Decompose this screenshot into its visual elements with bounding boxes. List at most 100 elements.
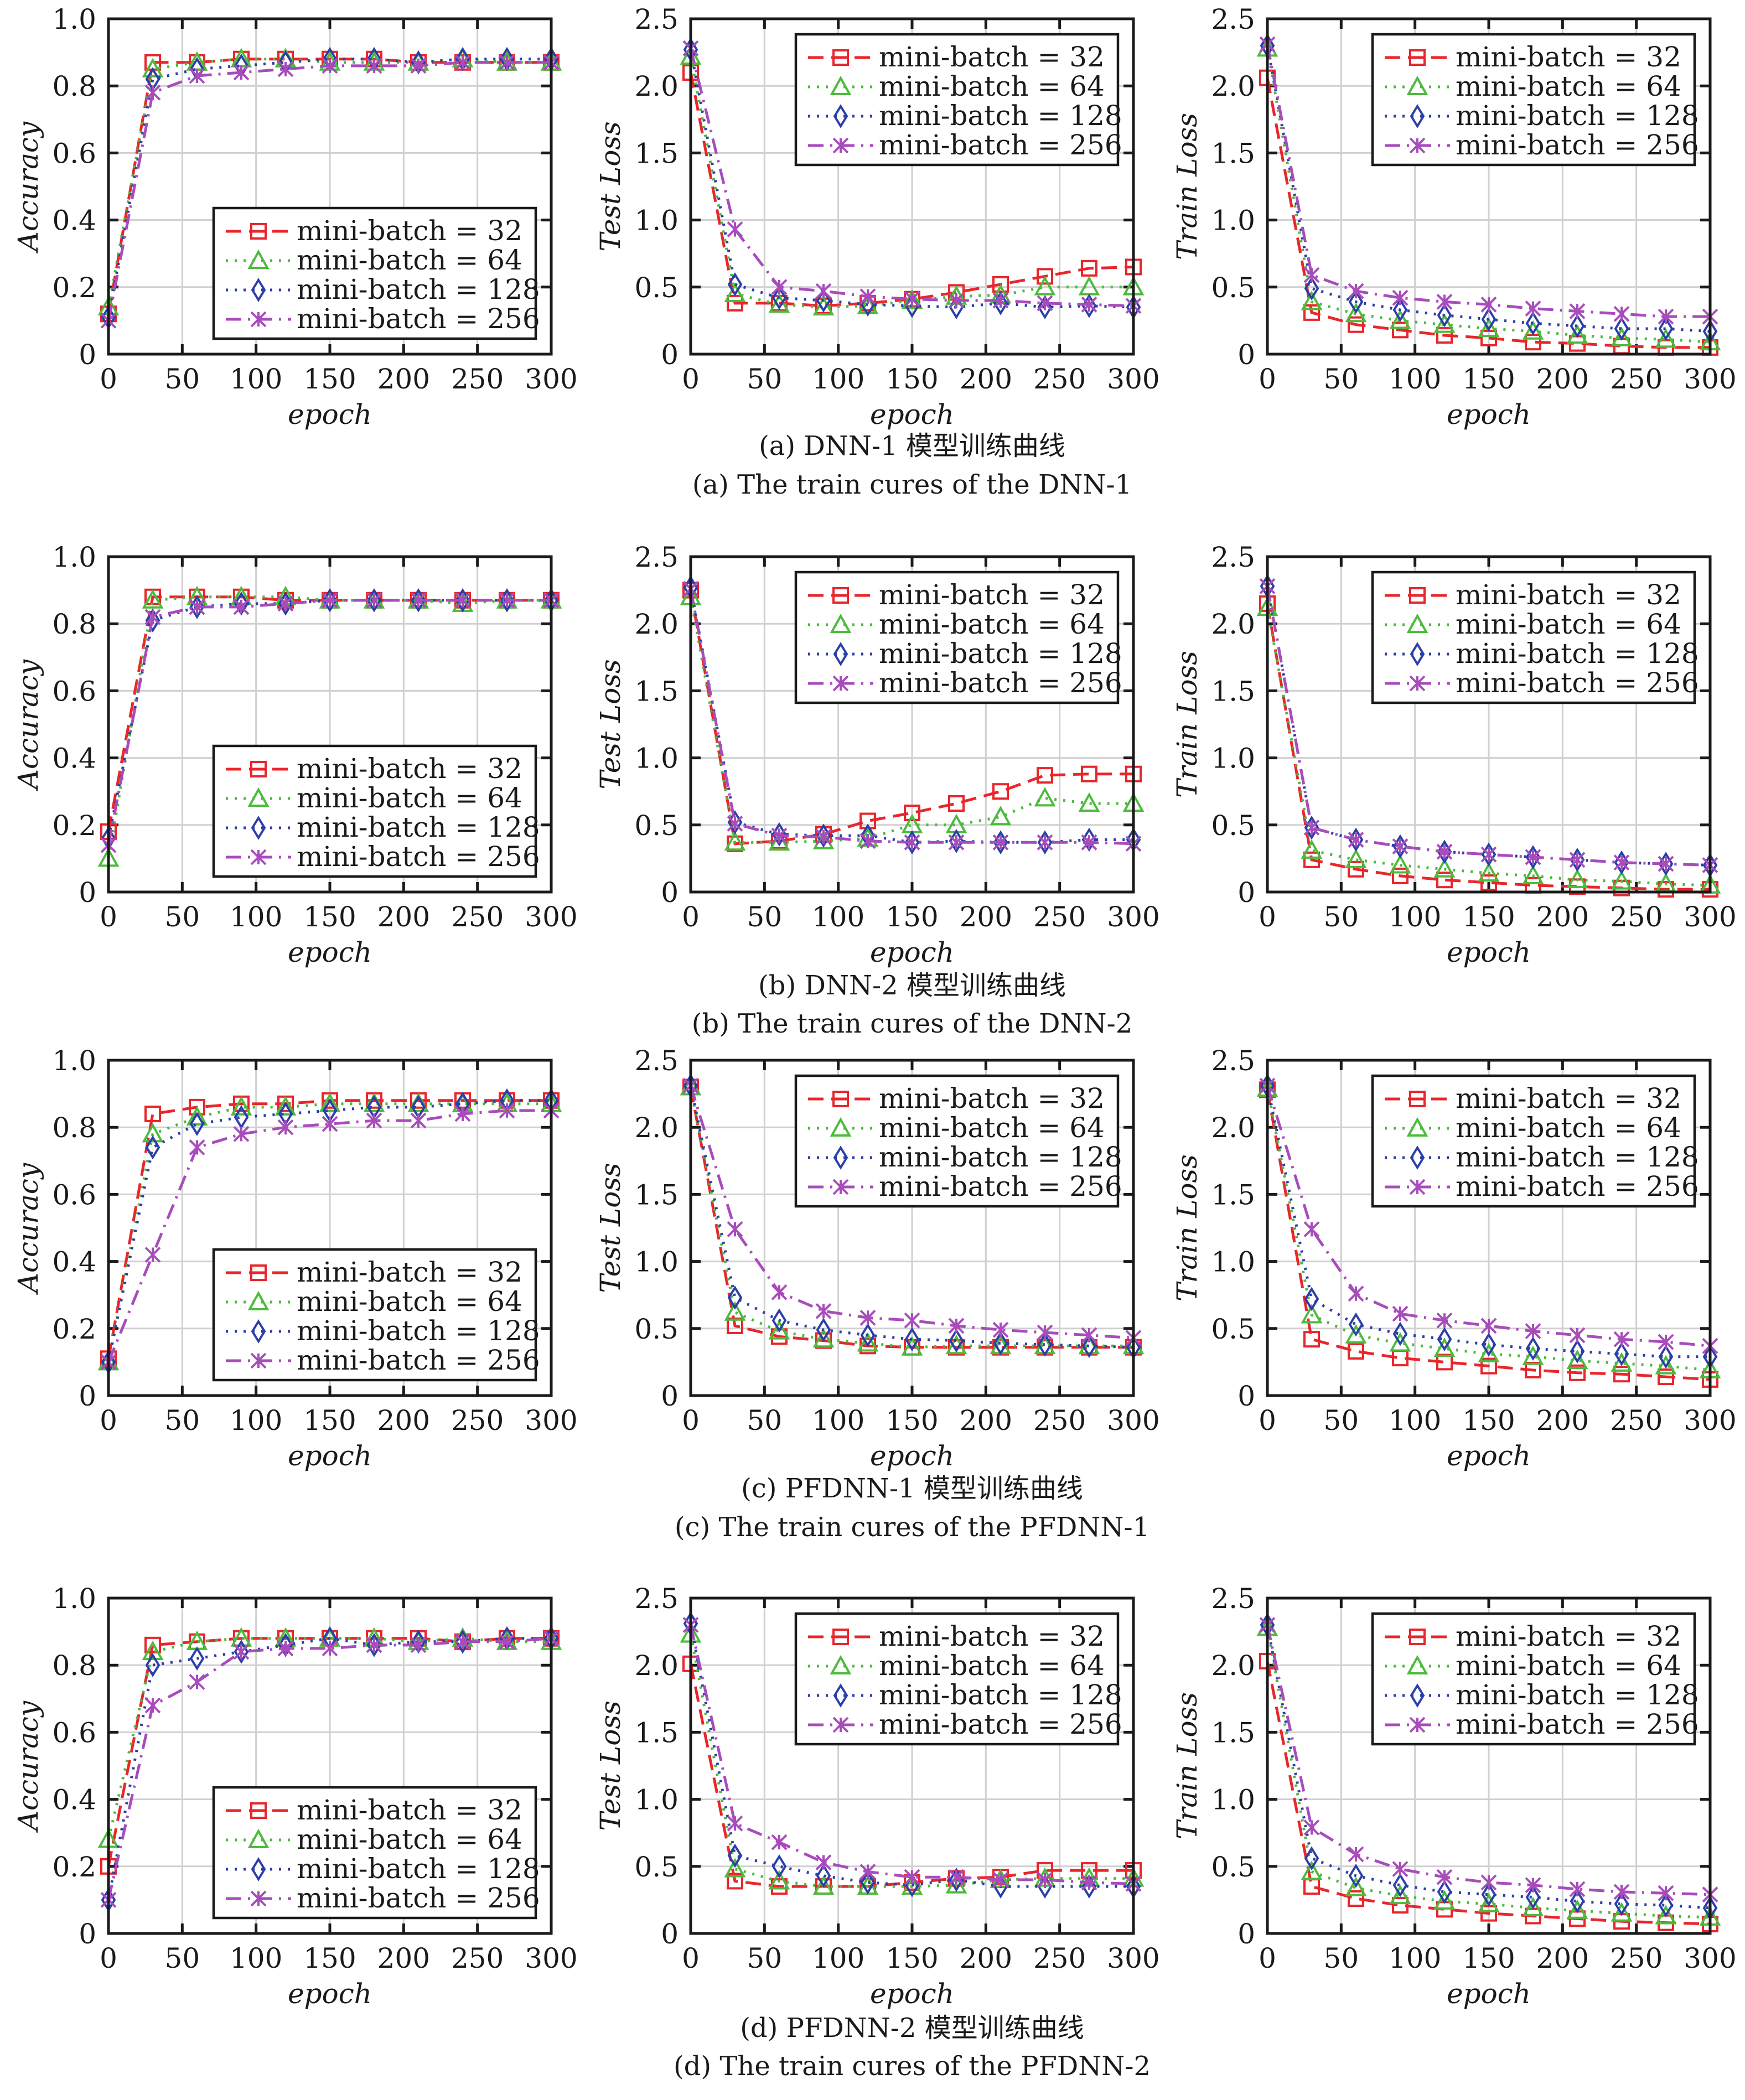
data-point-marker (1480, 1318, 1497, 1334)
y-axis-title: Test Loss (594, 659, 626, 789)
legend-box (212, 744, 537, 878)
data-point-marker (1478, 1892, 1500, 1912)
y-tick-label: 0.5 (1211, 810, 1255, 842)
y-tick-label: 2.5 (1211, 541, 1255, 573)
y-tick-label: 1.0 (52, 541, 96, 573)
data-point-marker (1658, 1334, 1674, 1350)
series-line (689, 590, 1133, 846)
y-axis-title: Accuracy (12, 659, 44, 791)
data-point-marker (1081, 296, 1097, 313)
data-point-marker (860, 1870, 876, 1895)
legend-item: mini-batch = 256 (226, 1344, 540, 1376)
data-point-marker (1569, 303, 1586, 319)
data-point-marker (812, 1328, 835, 1348)
x-tick-label: 300 (525, 363, 577, 395)
legend-marker-icon (830, 75, 852, 95)
legend-label: mini-batch = 256 (879, 1708, 1122, 1740)
data-point-marker (815, 1303, 832, 1319)
legend-item: mini-batch = 32 (226, 753, 522, 785)
legend-item: mini-batch = 64 (226, 1285, 522, 1318)
data-point-marker (1348, 1343, 1364, 1360)
plot-frame (1266, 17, 1712, 356)
x-tick-label: 100 (230, 1942, 282, 1974)
data-point-marker (815, 829, 832, 846)
x-tick-label: 250 (1033, 1404, 1086, 1437)
data-point-marker (1614, 1891, 1629, 1916)
data-point-marker (1303, 267, 1320, 283)
x-tick-label: 100 (230, 901, 282, 933)
series-line (107, 1637, 551, 1840)
series-128 (1260, 33, 1718, 344)
x-tick-label: 250 (451, 901, 504, 933)
legend-item: mini-batch = 64 (1385, 70, 1681, 102)
legend-item: mini-batch = 256 (226, 841, 540, 873)
y-axis-title: Test Loss (594, 121, 626, 251)
y-tick-label: 1.0 (1211, 1246, 1255, 1278)
legend-marker-icon (1409, 675, 1426, 692)
data-point-marker (992, 292, 1009, 309)
data-point-marker (1570, 1339, 1585, 1363)
x-tick-label: 200 (960, 901, 1012, 933)
caption-c-en: (c) The train cures of the PFDNN-1 (675, 1512, 1149, 1543)
legend-box (1371, 1074, 1696, 1208)
legend-item: mini-batch = 256 (226, 1882, 540, 1914)
data-point-marker (1392, 1321, 1408, 1346)
data-point-marker (1478, 862, 1500, 882)
data-point-marker (1345, 848, 1367, 868)
series-line (107, 1637, 551, 1900)
legend-item: mini-batch = 64 (1385, 1650, 1681, 1682)
data-point-marker (144, 1697, 161, 1714)
x-tick-label: 50 (747, 1404, 783, 1437)
legend-marker-icon (250, 849, 267, 865)
data-point-marker (1301, 1860, 1323, 1880)
data-point-marker (230, 1096, 252, 1116)
legend-item: mini-batch = 128 (1385, 1141, 1699, 1173)
data-point-marker (1569, 1881, 1586, 1897)
plot-frame (689, 17, 1135, 356)
data-point-marker (322, 1116, 338, 1132)
series-line (1266, 1089, 1711, 1381)
legend-item: mini-batch = 256 (1385, 1708, 1699, 1740)
x-tick-label: 300 (1107, 1942, 1159, 1974)
legend-item: mini-batch = 128 (808, 100, 1122, 132)
data-point-marker (1345, 303, 1367, 323)
x-axis-title: epoch (1447, 936, 1531, 968)
x-tick-label: 250 (1033, 901, 1086, 933)
y-tick-label: 0.8 (52, 1650, 96, 1682)
data-point-marker (189, 68, 205, 84)
caption-a-en: (a) The train cures of the DNN-1 (692, 469, 1132, 500)
data-point-marker (1081, 834, 1097, 851)
data-point-marker (1437, 1880, 1452, 1904)
y-tick-label: 0.2 (52, 1313, 96, 1345)
x-tick-label: 300 (1107, 901, 1159, 933)
caption-a-zh: (a) DNN-1 模型训练曲线 (759, 431, 1065, 462)
legend-marker-icon (832, 1179, 849, 1195)
legend-marker-icon (1410, 1145, 1425, 1170)
legend-label: mini-batch = 64 (1456, 608, 1681, 640)
chart-dnn-1-accuracy: 0 50 100 150 200 250 300 0 0.2 0.4 0.6 0.8 1.0 epoch A… (12, 3, 578, 431)
data-point-marker (275, 1096, 297, 1116)
data-point-marker (1611, 326, 1633, 346)
chart-pfdnn-2-train-loss: 0 50 100 150 200 250 300 0 0.5 1.0 1.5 2.0 2.5 epoch T… (1171, 1583, 1737, 2010)
data-point-marker (1611, 1902, 1633, 1922)
x-tick-label: 100 (230, 1404, 282, 1437)
legend-label: mini-batch = 64 (297, 244, 522, 276)
legend-item: mini-batch = 128 (1385, 1679, 1699, 1711)
legend-item: mini-batch = 32 (226, 215, 522, 247)
data-point-marker (1081, 260, 1097, 277)
data-point-marker (904, 291, 920, 308)
legend-label: mini-batch = 64 (1456, 1112, 1681, 1144)
data-point-marker (1392, 838, 1409, 854)
series-128 (1260, 1074, 1718, 1369)
legend-label: mini-batch = 128 (879, 1141, 1122, 1173)
series-line (107, 58, 551, 318)
x-tick-label: 200 (960, 1404, 1012, 1437)
y-tick-label: 0.5 (1211, 272, 1255, 304)
x-tick-label: 50 (1324, 1942, 1359, 1974)
chart-dnn-2-accuracy: 0 50 100 150 200 250 300 0 0.2 0.4 0.6 0.8 1.0 epoch A… (12, 541, 578, 968)
x-axis-title: epoch (870, 398, 954, 431)
data-point-marker (366, 58, 382, 74)
legend-marker-icon (1409, 137, 1426, 154)
data-point-marker (815, 283, 832, 299)
data-point-marker (1392, 867, 1409, 884)
